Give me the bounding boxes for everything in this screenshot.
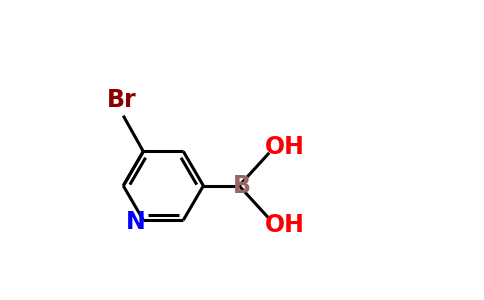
Text: B: B — [232, 174, 250, 198]
Text: Br: Br — [107, 88, 136, 112]
Text: N: N — [125, 209, 145, 233]
Text: OH: OH — [265, 213, 305, 237]
Text: OH: OH — [265, 135, 305, 159]
